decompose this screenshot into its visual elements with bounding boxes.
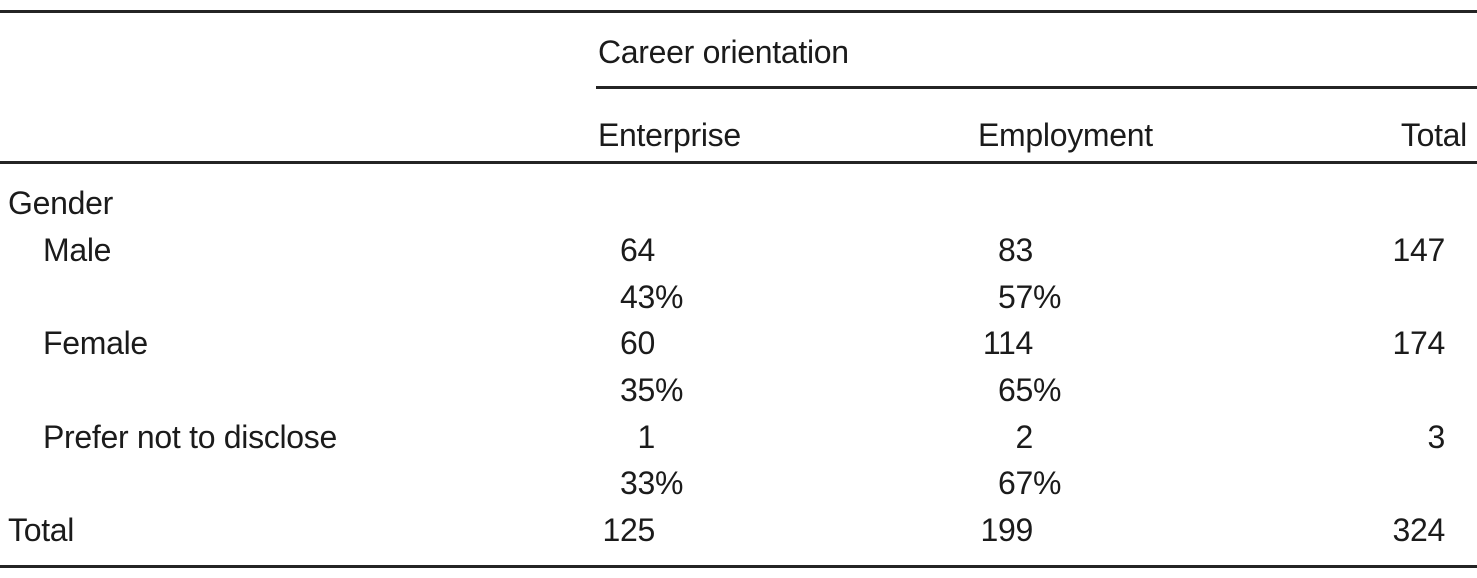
row-female-percent: 35% 65% — [0, 374, 1477, 406]
cell-enterprise-percent: 35% — [555, 372, 683, 408]
cell-employment-percent: 67% — [933, 465, 1061, 501]
percent-sign: % — [655, 372, 684, 408]
cell-employment-percent: 57% — [933, 279, 1061, 315]
row-prefer-percent: 33% 67% — [0, 467, 1477, 499]
row-male: Male 64 83 147 — [0, 234, 1477, 266]
percent-value: 33 — [620, 465, 655, 501]
section-row-gender: Gender — [0, 187, 1477, 219]
cell-employment: 114 — [982, 325, 1033, 361]
cell-employment: 199 — [980, 512, 1034, 548]
cell-employment-percent: 65% — [933, 372, 1061, 408]
row-label: Female — [43, 325, 148, 361]
percent-value: 43 — [620, 279, 655, 315]
column-header-total: Total — [1400, 117, 1467, 153]
row-prefer-not-to-disclose: Prefer not to disclose 1 2 3 — [0, 421, 1477, 453]
cell-enterprise: 60 — [620, 325, 655, 361]
row-label: Total — [8, 512, 75, 548]
cell-employment: 2 — [1015, 419, 1034, 455]
cell-enterprise-percent: 43% — [555, 279, 683, 315]
percent-sign: % — [1033, 465, 1062, 501]
row-female: Female 60 114 174 — [0, 327, 1477, 359]
cell-total: 324 — [1392, 512, 1446, 548]
row-male-percent: 43% 57% — [0, 281, 1477, 313]
cell-enterprise: 125 — [602, 512, 656, 548]
spanner-heading: Career orientation — [598, 34, 849, 70]
column-header-enterprise: Enterprise — [598, 117, 741, 153]
table-top-rule — [0, 10, 1477, 13]
row-label: Prefer not to disclose — [43, 419, 337, 455]
cell-total: 147 — [1392, 232, 1446, 268]
cell-employment: 83 — [998, 232, 1033, 268]
percent-sign: % — [1033, 372, 1062, 408]
cell-enterprise-percent: 33% — [555, 465, 683, 501]
column-header-employment: Employment — [978, 117, 1153, 153]
cell-enterprise: 64 — [620, 232, 655, 268]
cell-total: 3 — [1427, 419, 1446, 455]
cell-enterprise: 1 — [637, 419, 656, 455]
percent-sign: % — [655, 465, 684, 501]
percent-value: 65 — [998, 372, 1033, 408]
row-label: Male — [43, 232, 112, 268]
percent-value: 35 — [620, 372, 655, 408]
percent-sign: % — [1033, 279, 1062, 315]
row-total: Total 125 199 324 — [0, 514, 1477, 546]
percent-sign: % — [655, 279, 684, 315]
percent-value: 67 — [998, 465, 1033, 501]
cell-total: 174 — [1392, 325, 1446, 361]
section-label: Gender — [8, 185, 113, 221]
table-bottom-rule — [0, 565, 1477, 568]
spanner-rule — [596, 86, 1477, 89]
percent-value: 57 — [998, 279, 1033, 315]
table-header-rule — [0, 161, 1477, 164]
